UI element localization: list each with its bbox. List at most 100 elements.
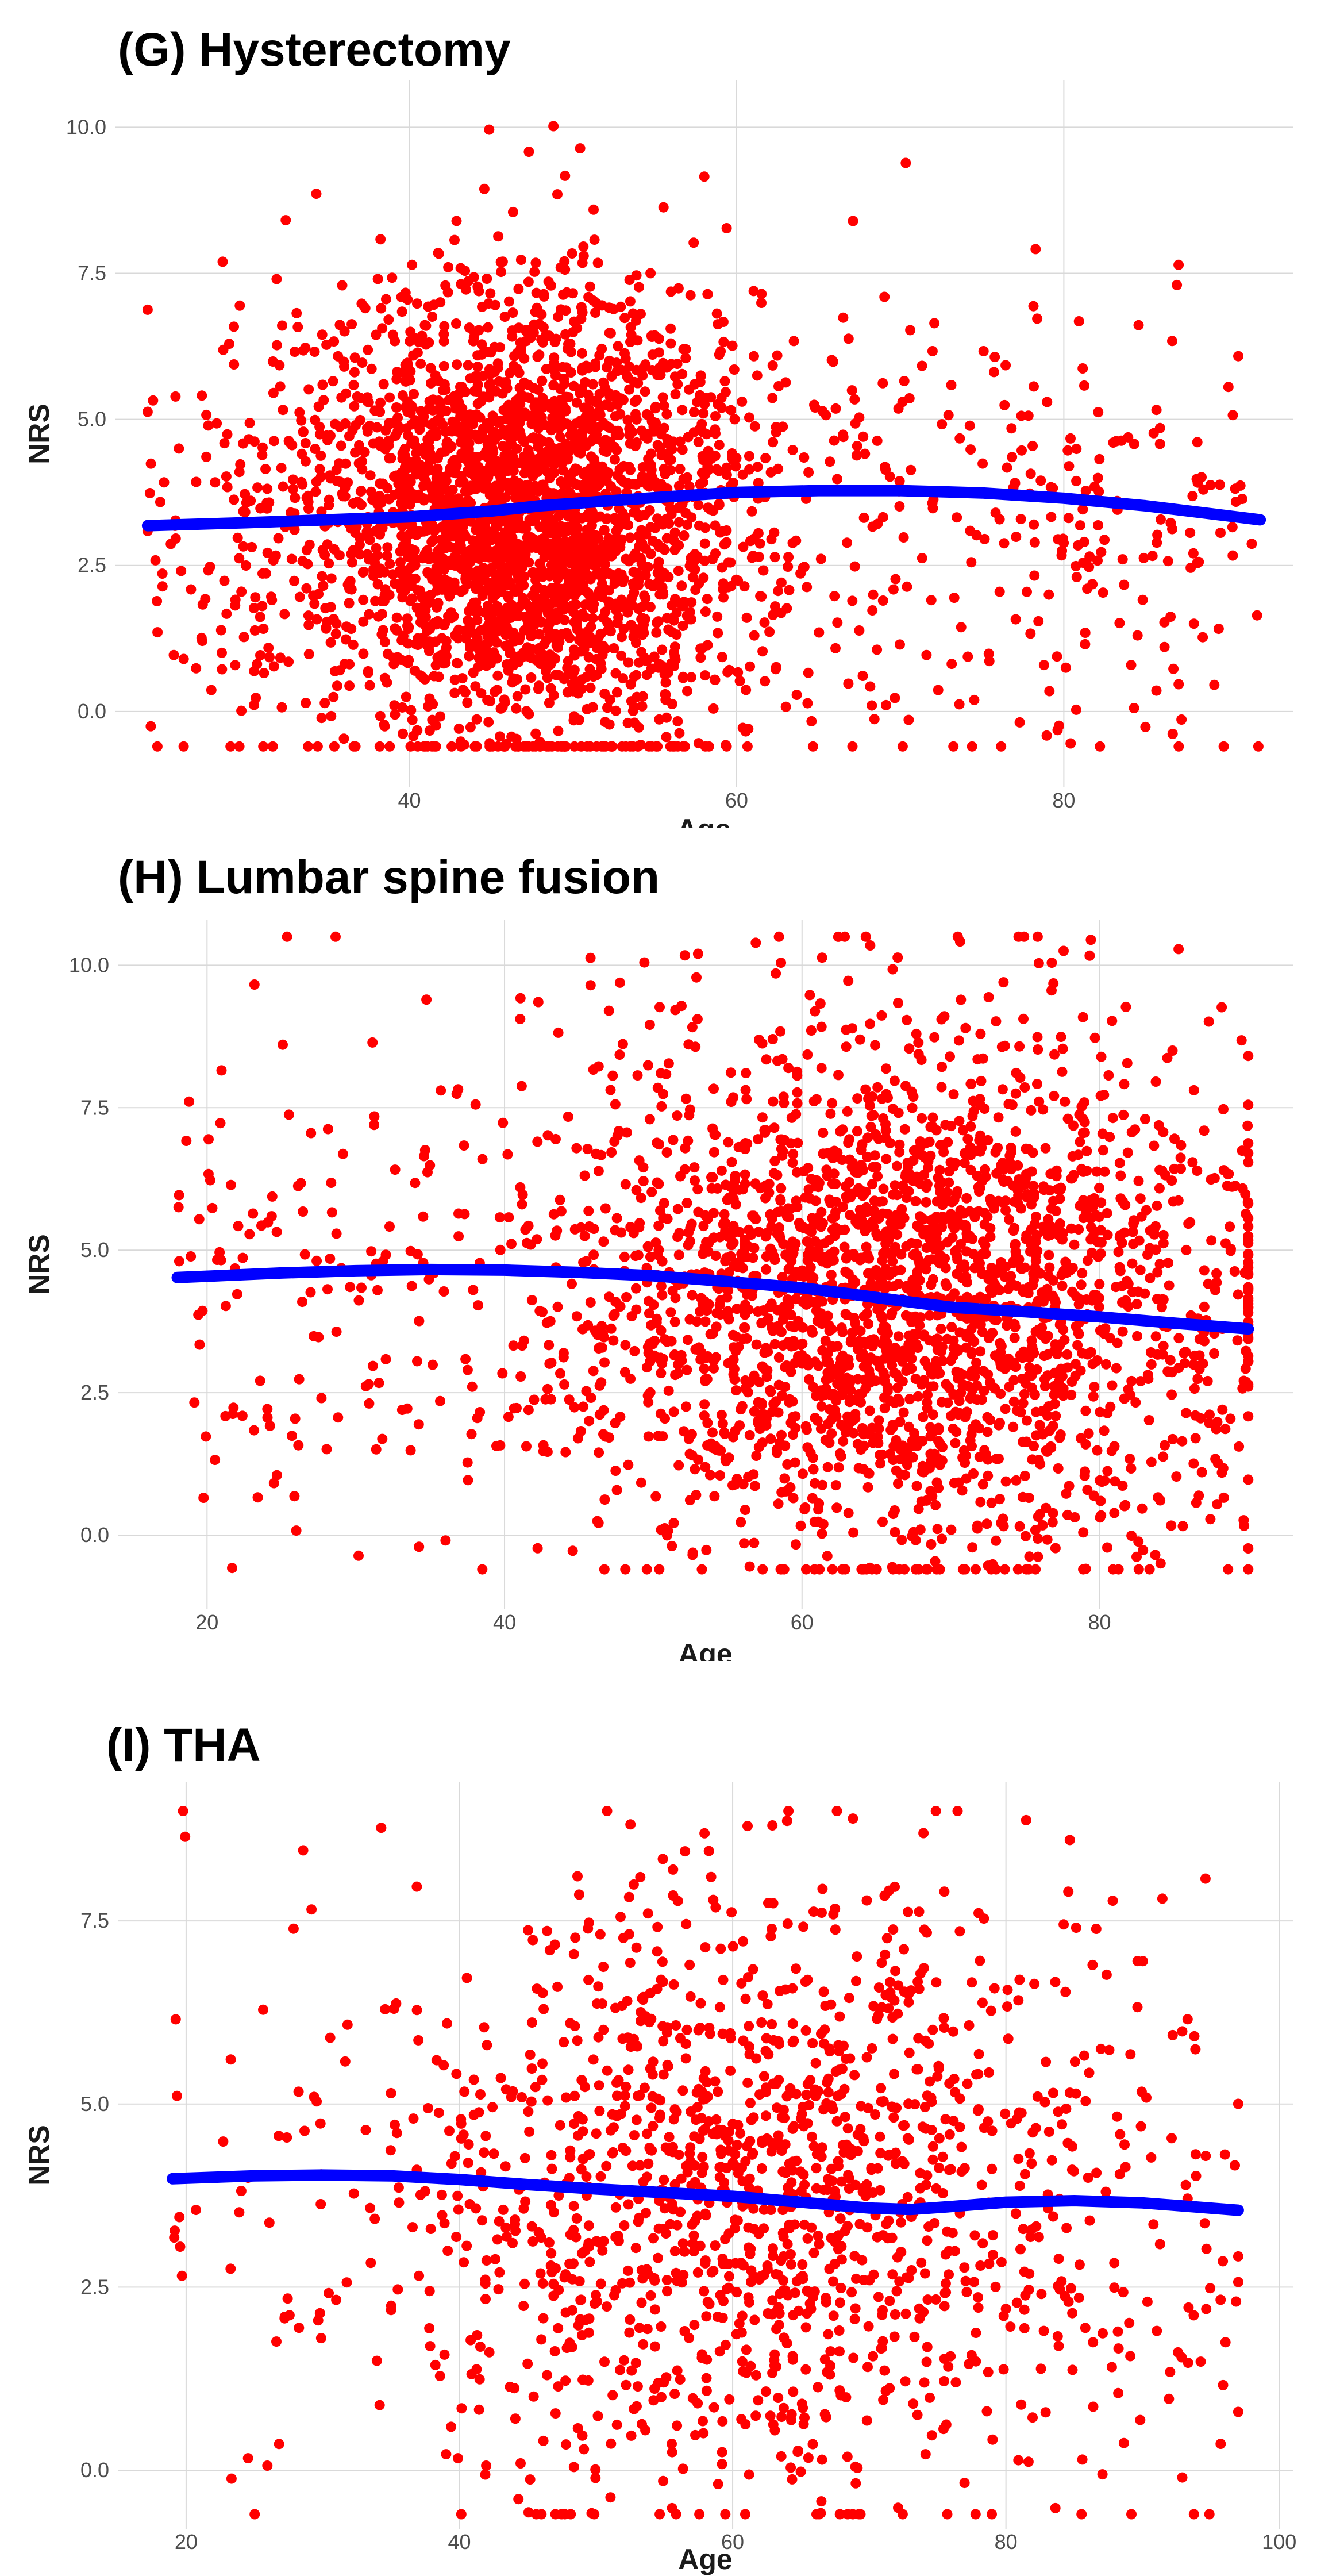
- data-point: [590, 362, 601, 372]
- data-point: [591, 468, 602, 479]
- data-point: [775, 1564, 786, 1575]
- data-point: [301, 545, 312, 556]
- data-point: [605, 328, 616, 339]
- data-point: [977, 458, 988, 469]
- data-point: [487, 651, 498, 662]
- data-point: [534, 629, 545, 640]
- data-point: [145, 458, 156, 469]
- data-point: [194, 1339, 205, 1350]
- data-point: [384, 741, 395, 752]
- data-point: [617, 741, 627, 752]
- data-point: [487, 593, 498, 603]
- data-point: [767, 393, 778, 403]
- data-point: [572, 580, 583, 591]
- data-point: [689, 379, 700, 390]
- data-point: [503, 541, 514, 552]
- data-point: [458, 476, 469, 487]
- y-tick-label: 7.5: [78, 261, 106, 284]
- data-point: [770, 601, 780, 612]
- data-point: [501, 739, 512, 749]
- data-point: [933, 1483, 944, 1494]
- data-point: [405, 741, 416, 752]
- data-point: [1129, 703, 1139, 713]
- data-point: [498, 1117, 509, 1128]
- data-point: [864, 1405, 875, 1416]
- data-point: [603, 1005, 614, 1016]
- data-point: [1150, 1550, 1161, 1560]
- data-point: [550, 608, 561, 618]
- data-point: [857, 1348, 868, 1359]
- data-point: [877, 1516, 888, 1527]
- data-point: [513, 570, 523, 581]
- data-point: [457, 685, 468, 695]
- data-point: [1243, 1269, 1254, 1280]
- data-point: [872, 1082, 883, 1093]
- data-point: [311, 1255, 322, 1266]
- data-point: [1149, 1140, 1160, 1151]
- data-point: [499, 550, 510, 561]
- data-point: [888, 1509, 899, 1520]
- data-point: [249, 699, 260, 710]
- data-point: [234, 467, 245, 478]
- data-point: [1114, 618, 1125, 629]
- data-point: [505, 521, 516, 532]
- data-point: [480, 639, 491, 650]
- data-point: [893, 1279, 904, 1289]
- data-point: [550, 670, 561, 680]
- data-point: [326, 1178, 337, 1188]
- data-point: [999, 399, 1010, 410]
- data-point: [623, 1459, 634, 1470]
- data-point: [528, 568, 539, 579]
- data-point: [520, 684, 531, 695]
- data-point: [611, 687, 622, 698]
- data-point: [1043, 589, 1054, 600]
- data-point: [594, 407, 605, 418]
- data-point: [1189, 1350, 1200, 1361]
- data-point: [268, 661, 279, 672]
- data-point: [468, 1285, 479, 1295]
- data-point: [316, 713, 327, 724]
- data-point: [710, 428, 721, 439]
- data-point: [582, 524, 592, 535]
- data-point: [390, 709, 401, 720]
- data-point: [702, 640, 713, 651]
- data-point: [460, 486, 471, 497]
- data-point: [596, 741, 607, 752]
- data-point: [1176, 1163, 1186, 1174]
- data-point: [477, 301, 487, 312]
- data-point: [356, 499, 367, 510]
- data-point: [948, 741, 959, 752]
- data-point: [283, 436, 294, 447]
- data-point: [579, 1231, 590, 1241]
- data-point: [559, 674, 569, 685]
- data-point: [950, 1437, 961, 1448]
- data-point: [891, 1435, 902, 1445]
- data-point: [610, 1466, 621, 1476]
- data-point: [888, 584, 899, 595]
- data-point: [532, 351, 543, 362]
- data-point: [847, 741, 858, 752]
- data-point: [414, 424, 425, 435]
- data-point: [417, 672, 428, 682]
- data-point: [629, 581, 640, 592]
- data-point: [1099, 1166, 1110, 1177]
- data-point: [717, 652, 727, 663]
- data-point: [893, 1478, 903, 1489]
- data-point: [289, 524, 300, 535]
- data-point: [937, 1533, 948, 1544]
- data-point: [659, 463, 669, 474]
- data-point: [846, 385, 857, 396]
- data-point: [491, 637, 502, 648]
- data-point: [507, 413, 518, 424]
- data-point: [197, 390, 207, 401]
- data-point: [471, 714, 482, 725]
- data-point: [791, 1539, 801, 1550]
- data-point: [461, 284, 471, 295]
- data-point: [913, 1037, 924, 1048]
- data-point: [373, 611, 384, 622]
- data-point: [332, 680, 342, 691]
- data-point: [628, 631, 639, 642]
- data-point: [1027, 1280, 1038, 1291]
- data-point: [719, 376, 730, 387]
- data-point: [894, 476, 905, 487]
